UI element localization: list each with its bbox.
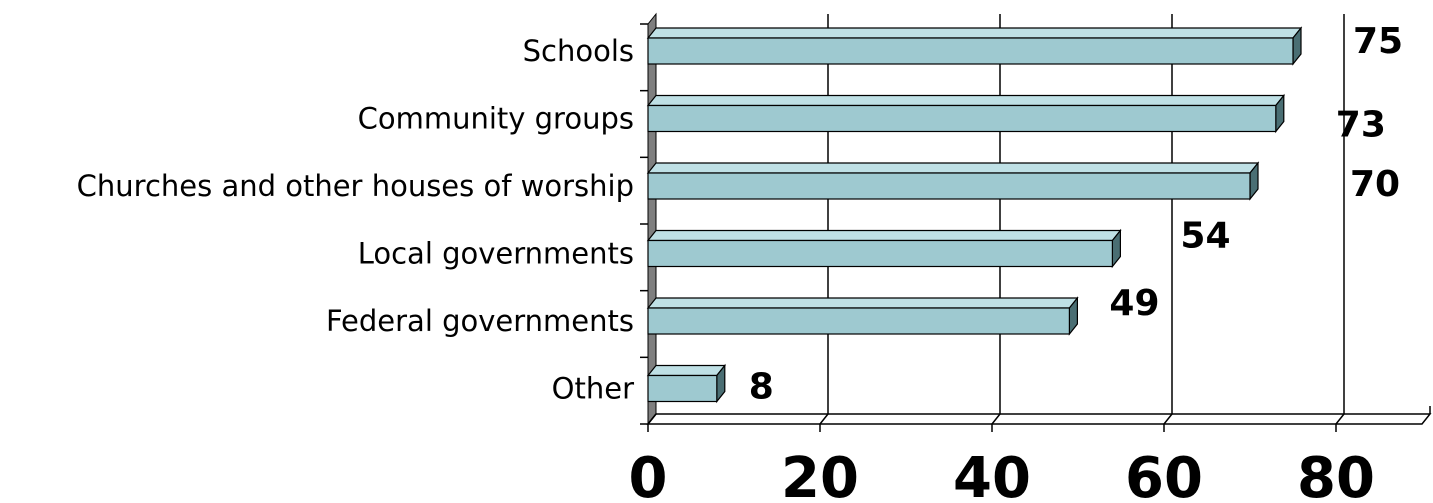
x-tick-label-20: 20 bbox=[781, 446, 859, 503]
bar-front-face bbox=[647, 104, 1277, 133]
bar-front-face bbox=[647, 374, 718, 403]
floor-tick bbox=[647, 413, 657, 425]
x-axis-ticks: 0 20 40 60 80 bbox=[629, 446, 1375, 503]
bar-front-face bbox=[647, 239, 1113, 268]
bar-top-face bbox=[646, 94, 1286, 107]
data-label-churches-and-other-houses-of-worship: 70 bbox=[1350, 164, 1400, 205]
data-label-local-governments: 54 bbox=[1180, 216, 1230, 257]
bar-community-groups bbox=[646, 93, 1286, 134]
category-label-churches-and-other-houses-of-worship: Churches and other houses of worship bbox=[77, 169, 634, 203]
bar-top-face bbox=[646, 162, 1260, 174]
category-label-community-groups: Community groups bbox=[358, 102, 634, 136]
x-tick-label-0: 0 bbox=[629, 446, 668, 503]
floor bbox=[646, 413, 1432, 425]
data-label-other: 8 bbox=[749, 367, 774, 408]
floor-tick bbox=[1163, 413, 1173, 425]
chart-walls bbox=[646, 12, 1432, 426]
bar-top-face bbox=[646, 297, 1079, 309]
category-label-local-governments: Local governments bbox=[358, 237, 634, 271]
category-label-schools: Schools bbox=[523, 34, 634, 68]
category-label-other: Other bbox=[552, 372, 634, 406]
left-wall bbox=[647, 12, 657, 426]
gridlines bbox=[640, 14, 1431, 432]
floor-tick bbox=[819, 413, 829, 425]
data-labels: 75 73 70 54 49 8 bbox=[749, 21, 1403, 408]
bar-front-face bbox=[647, 37, 1294, 65]
bar-churches-and-other-houses-of-worship bbox=[646, 161, 1260, 201]
data-label-schools: 75 bbox=[1353, 21, 1403, 62]
bar-top-face bbox=[646, 229, 1122, 242]
data-label-community-groups: 73 bbox=[1336, 105, 1386, 146]
data-label-federal-governments: 49 bbox=[1109, 283, 1159, 324]
bar-federal-governments bbox=[646, 296, 1079, 336]
bar-local-governments bbox=[646, 228, 1122, 269]
x-tick-label-60: 60 bbox=[1125, 446, 1203, 503]
bar-front-face bbox=[647, 307, 1070, 335]
x-tick-label-40: 40 bbox=[953, 446, 1031, 503]
floor-tick bbox=[991, 413, 1001, 425]
bar-top-face bbox=[646, 364, 727, 377]
bar-schools bbox=[646, 26, 1303, 66]
bar-top-face bbox=[646, 27, 1303, 39]
x-tick-label-80: 80 bbox=[1297, 446, 1375, 503]
floor-tick bbox=[1335, 413, 1345, 425]
bars bbox=[646, 26, 1303, 404]
bar-front-face bbox=[647, 172, 1251, 200]
category-label-federal-governments: Federal governments bbox=[326, 304, 634, 338]
category-labels: Schools Community groups Churches and othe… bbox=[77, 34, 634, 406]
bar-other bbox=[646, 363, 727, 404]
